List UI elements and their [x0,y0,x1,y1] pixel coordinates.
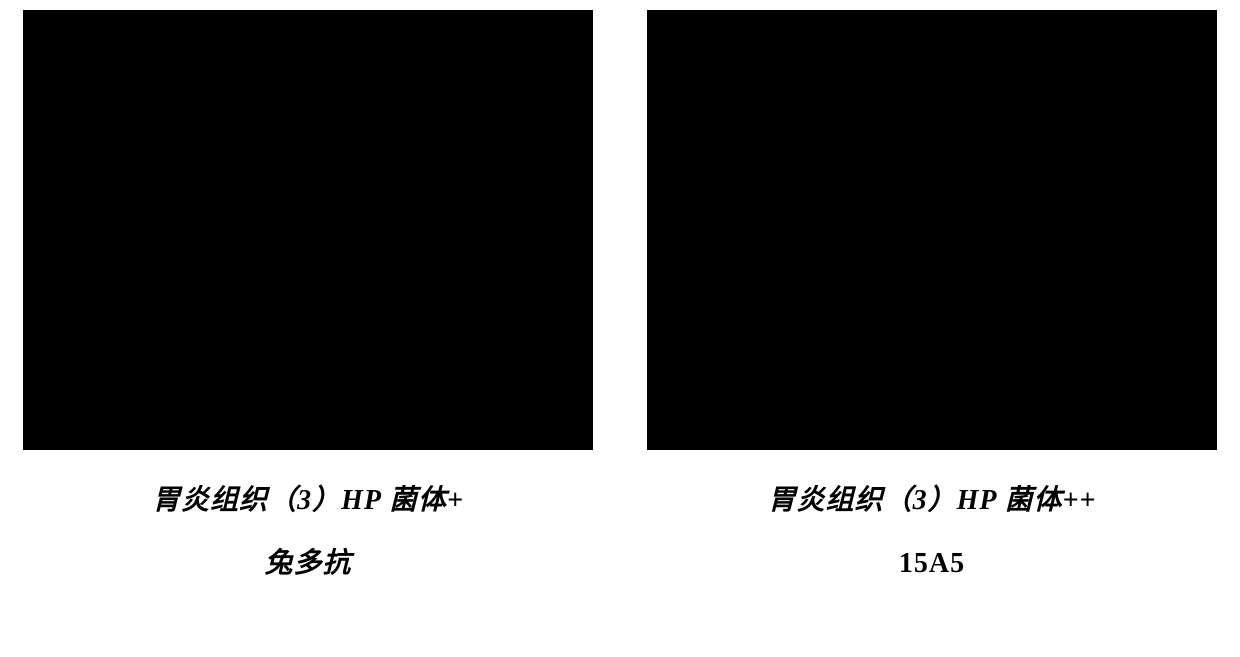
caption-right-line2: 15A5 [768,537,1097,590]
histology-image-left [23,10,593,450]
panel-right: 胃炎组织（3）HP 菌体++ 15A5 [647,10,1217,590]
caption-left-line1: 胃炎组织（3）HP 菌体+ [152,474,464,527]
figure-container: 胃炎组织（3）HP 菌体+ 兔多抗 胃炎组织（3）HP 菌体++ 15A5 [23,10,1217,590]
caption-left: 胃炎组织（3）HP 菌体+ 兔多抗 [152,474,464,590]
caption-right-line1: 胃炎组织（3）HP 菌体++ [768,474,1097,527]
caption-left-line2: 兔多抗 [152,537,464,590]
histology-image-right [647,10,1217,450]
panel-left: 胃炎组织（3）HP 菌体+ 兔多抗 [23,10,593,590]
caption-right: 胃炎组织（3）HP 菌体++ 15A5 [768,474,1097,590]
